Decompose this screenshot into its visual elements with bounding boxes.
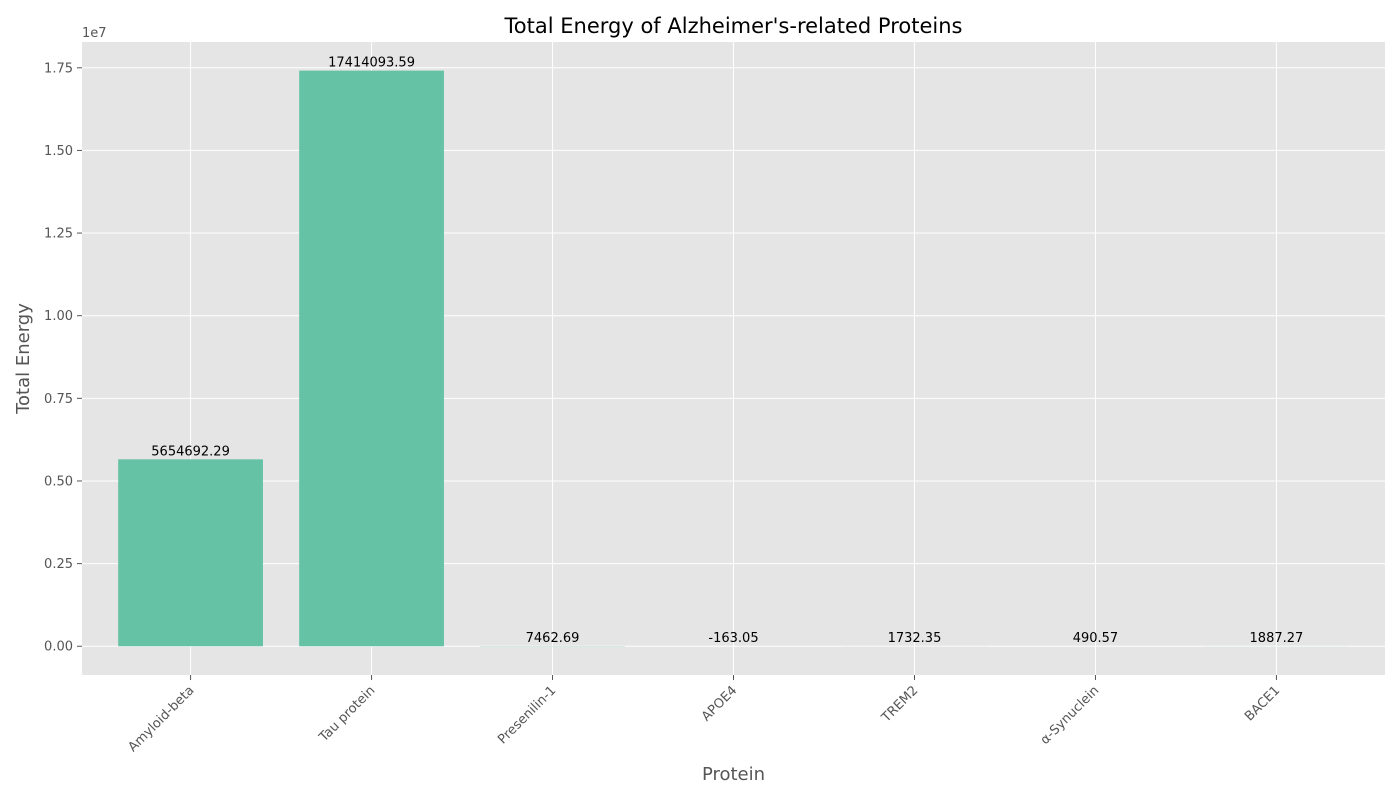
- x-axis-label: Protein: [702, 764, 765, 785]
- x-axis-ticks: Amyloid-beta Tau protein Presenilin-1 APOE4…: [126, 675, 1283, 755]
- y-tick-label: 1.25: [44, 227, 73, 242]
- bar-value-label: 1732.35: [888, 631, 942, 646]
- bar-value-label: 5654692.29: [151, 444, 230, 459]
- y-axis-ticks: 0.00 0.25 0.50 0.75 1.00 1.25 1.50 1.75: [44, 61, 82, 655]
- y-axis-offset-label: 1e7: [82, 26, 107, 41]
- bar-value-labels: 5654692.29 17414093.59 7462.69 -163.05 1732.…: [151, 56, 1303, 647]
- chart-title: Total Energy of Alzheimer's-related Prot…: [504, 14, 963, 38]
- bar: [118, 459, 263, 647]
- y-tick-label: 1.75: [44, 61, 73, 76]
- y-tick-label: 0.00: [44, 640, 73, 655]
- y-tick-label: 0.50: [44, 474, 73, 489]
- bar: [299, 70, 444, 647]
- y-tick-label: 0.25: [44, 557, 73, 572]
- x-tick-label: Amyloid-beta: [126, 683, 198, 755]
- y-tick-label: 1.50: [44, 144, 73, 159]
- bar-value-label: 7462.69: [526, 631, 580, 646]
- x-tick-label: APOE4: [699, 683, 740, 724]
- bars: [118, 70, 1349, 647]
- bar-value-label: 1887.27: [1250, 631, 1304, 646]
- y-tick-label: 0.75: [44, 392, 73, 407]
- y-axis-label: Total Energy: [13, 303, 34, 415]
- x-tick-label: BACE1: [1242, 683, 1283, 724]
- bar-value-label: 17414093.59: [328, 56, 415, 71]
- bar-value-label: 490.57: [1073, 631, 1119, 646]
- x-tick-label: Presenilin-1: [495, 683, 559, 747]
- x-tick-label: TREM2: [878, 683, 921, 726]
- x-tick-label: α-Synuclein: [1038, 683, 1103, 748]
- x-tick-label: Tau protein: [316, 683, 378, 745]
- bar-value-label: -163.05: [708, 631, 758, 646]
- y-tick-label: 1.00: [44, 309, 73, 324]
